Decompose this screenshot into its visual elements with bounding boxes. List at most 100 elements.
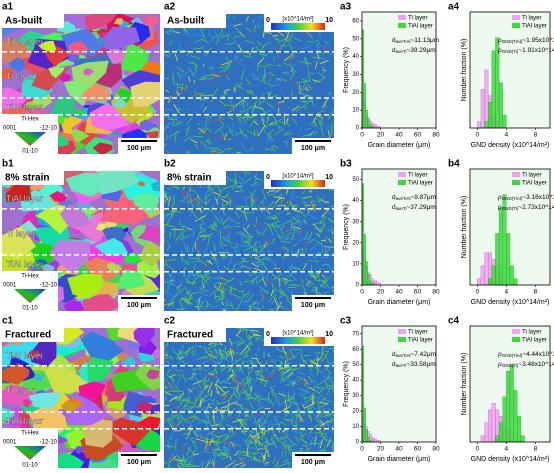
gnd-stroke [242, 195, 248, 200]
gnd-stroke [199, 214, 208, 219]
gnd-stroke [174, 405, 179, 416]
gnd-stroke [240, 132, 248, 137]
gnd-stroke [228, 374, 236, 379]
gnd-stroke [186, 227, 192, 230]
title-box [2, 14, 64, 28]
gnd-stroke [262, 74, 267, 83]
gnd-stroke [224, 419, 228, 424]
hist-bar [495, 435, 500, 443]
gnd-stroke [247, 196, 259, 200]
gnd-stroke [223, 148, 234, 150]
gnd-stroke [278, 100, 285, 104]
gnd-stroke [219, 68, 226, 73]
gnd-stroke [269, 389, 274, 393]
gnd-stroke [237, 418, 246, 429]
gnd-stroke [170, 293, 178, 302]
gnd-stroke [307, 41, 315, 43]
gnd-stroke [282, 275, 289, 282]
gnd-stroke [246, 359, 254, 363]
y-axis-label: Frequency (%) [343, 204, 350, 250]
gnd-stroke [224, 89, 231, 92]
gnd-stroke [252, 301, 261, 304]
gnd-stroke [252, 333, 261, 337]
gnd-stroke [317, 369, 324, 374]
gnd-stroke [224, 446, 228, 451]
legend-label: Ti layer [408, 330, 427, 336]
annotation-sub: GND(Ti) [502, 206, 519, 211]
gnd-stroke [182, 186, 186, 190]
gnd-stroke [191, 291, 200, 295]
gnd-stroke [232, 465, 237, 468]
gnd-stroke [304, 408, 310, 416]
gnd-stroke [224, 60, 231, 72]
gnd-stroke [263, 266, 267, 268]
gnd-stroke [278, 392, 286, 397]
gnd-stroke [309, 362, 316, 372]
gnd-stroke [286, 118, 288, 124]
gnd-stroke [259, 289, 266, 292]
legend-swatch [512, 329, 520, 334]
gnd-stroke [239, 379, 245, 384]
gnd-stroke [168, 95, 172, 104]
gnd-stroke [164, 422, 166, 424]
gnd-stroke [201, 460, 204, 468]
gnd-stroke [242, 454, 250, 456]
gnd-stroke [171, 185, 180, 190]
gnd-stroke [226, 24, 234, 27]
gnd-stroke [212, 221, 216, 230]
gnd-stroke [306, 407, 312, 412]
grain [74, 109, 86, 116]
gnd-stroke [262, 453, 265, 462]
gnd-stroke [213, 448, 218, 456]
gnd-stroke [203, 345, 210, 357]
gnd-stroke [188, 62, 195, 65]
gnd-stroke [313, 203, 317, 207]
gnd-stroke [324, 380, 329, 390]
gnd-stroke [228, 285, 239, 291]
gnd-stroke [256, 263, 266, 267]
gnd-stroke [237, 335, 246, 342]
y-tick-label: 10 [352, 424, 359, 430]
x-tick-label: 40 [395, 289, 403, 296]
gnd-stroke [217, 437, 220, 444]
gnd-stroke [197, 199, 200, 206]
gnd-stroke [314, 39, 319, 42]
annotation-sub: GND(Ti) [502, 363, 519, 368]
gnd-stroke [214, 126, 223, 134]
gnd-stroke [256, 222, 262, 228]
gnd-stroke [198, 126, 206, 135]
gnd-stroke [235, 243, 240, 246]
gnd-stroke [318, 44, 321, 50]
gnd-stroke [225, 300, 230, 305]
gnd-stroke [241, 290, 245, 296]
gnd-stroke [181, 443, 186, 453]
gnd-stroke [286, 396, 294, 401]
gnd-stroke [205, 303, 210, 308]
gnd-stroke [205, 115, 208, 124]
gnd-stroke [180, 191, 186, 200]
gnd-stroke [256, 447, 263, 451]
grain [137, 181, 145, 187]
gnd-stroke [167, 461, 171, 468]
gnd-stroke [218, 297, 222, 301]
gnd-stroke [247, 240, 255, 251]
gnd-stroke [188, 213, 193, 217]
gnd-stroke [190, 138, 198, 144]
gnd-stroke [279, 428, 289, 436]
hist-bar [498, 422, 503, 443]
gnd-stroke [198, 451, 202, 454]
grain [113, 18, 124, 25]
gnd-stroke [291, 188, 295, 198]
gnd-texture [164, 328, 334, 468]
gnd-stroke [202, 247, 208, 254]
gnd-stroke [255, 353, 257, 357]
map-title: 8% strain [5, 173, 49, 184]
gnd-stroke [193, 90, 203, 98]
gnd-stroke [187, 416, 198, 419]
gnd-stroke [260, 421, 265, 424]
gnd-stroke [217, 282, 227, 285]
gnd-stroke [209, 36, 215, 43]
title-box [164, 14, 226, 28]
gnd-stroke [263, 379, 269, 388]
grain [25, 101, 35, 109]
